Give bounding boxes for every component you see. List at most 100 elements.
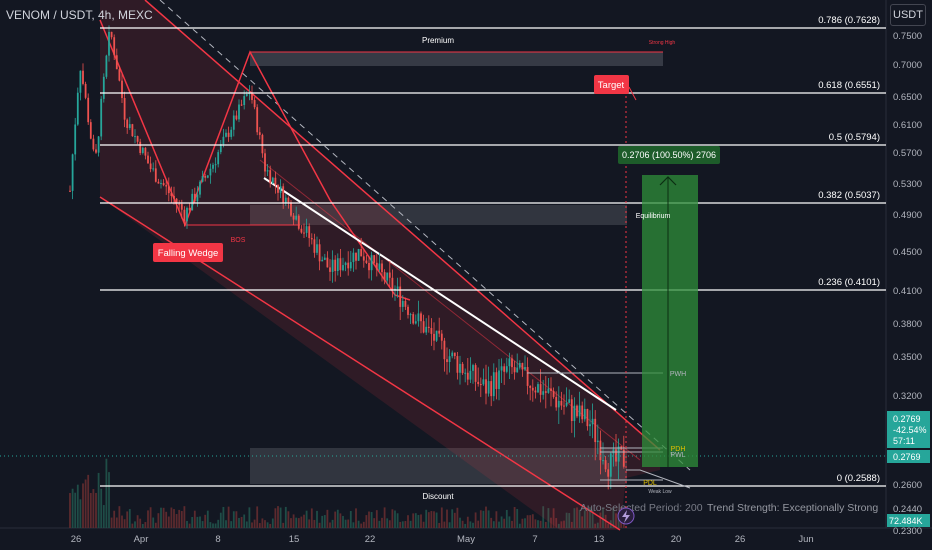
volume-bar [430,511,433,528]
volume-bar [277,506,279,528]
time-tick-label: 26 [71,534,82,545]
volume-bar [113,510,116,528]
volume-bar [310,508,313,528]
candle-body [542,391,545,395]
volume-bar [508,516,511,528]
volume-bar [123,519,126,528]
candle-body [217,152,220,165]
falling-wedge-badge[interactable] [153,243,223,262]
candle-body [297,215,300,229]
volume-bar [500,516,503,528]
candle-body [339,258,342,271]
candle-body [292,215,295,220]
candle-body [87,97,90,123]
volume-bar [589,507,591,528]
volume-bar [516,509,519,528]
pdh-label: PDH [671,446,686,453]
candle-body [76,92,79,125]
candle-body [165,185,168,187]
candle-body [529,385,532,388]
candle-body [95,149,97,153]
candle-body [222,136,225,145]
measure-label-text: 0.2706 (100.50%) 2706 [622,150,716,160]
candle-body [615,449,617,462]
weak-low-label: Weak Low [648,489,672,495]
candle-body [251,92,253,100]
candle-body [269,170,272,184]
volume-bar [453,512,456,528]
currency-button[interactable]: USDT [890,4,926,26]
candle-body [440,333,443,341]
candle-body [596,440,599,443]
volume-bar [459,517,461,528]
lightning-icon-glyph [622,510,630,523]
price-tick-label: 0.4900 [893,210,922,221]
volume-bar [227,506,230,528]
candle-body [204,176,207,178]
candle-body [511,358,513,368]
volume-bar [128,509,131,528]
candle-body [271,177,274,184]
candle-body [375,262,378,270]
volume-bar [245,521,248,528]
time-tick-label: 15 [289,534,300,545]
candle-body [329,267,331,272]
volume-bar [152,517,155,528]
volume-bar [225,520,227,528]
volume-bar [490,517,493,528]
dashed-trend-projection [159,0,691,471]
volume-tag [887,514,930,527]
fibonacci-levels: 0.786 (0.7628) 0.618 (0.6551) 0.5 (0.5794)… [100,15,886,487]
volume-tag-text: 72.484K [889,516,923,526]
candle-body [188,207,191,211]
volume-bar [282,522,285,528]
candle-body [568,399,571,403]
target-profit-box[interactable] [642,175,698,467]
volume-bar [365,515,368,528]
volume-bar [368,511,370,528]
candle-body [383,272,386,281]
price-tick-label: 0.2300 [893,526,922,537]
candle-body [347,262,350,269]
candle-body [186,207,188,222]
candle-body [232,115,235,130]
candle-body [336,258,339,271]
candle-body [604,460,607,470]
candle-body [264,153,266,172]
volume-bar [243,514,246,528]
volume-bar [414,513,417,528]
volume-bar [206,510,209,528]
candle-body [201,176,204,182]
candle-body [586,409,589,427]
candle-body [313,239,316,253]
volume-bar [622,523,625,528]
candle-body [472,365,474,371]
candle-body [305,226,308,233]
volume-bar [269,523,272,528]
candle-body [303,232,305,234]
time-tick-label: 20 [671,534,682,545]
volume-bar [412,513,415,528]
target-badge[interactable] [594,75,629,94]
candle-body [170,193,173,196]
volume-bar [542,506,545,528]
volume-bar [193,510,196,528]
price-tick-label: 0.3500 [893,352,922,363]
candle-body [84,83,87,98]
volume-bar [139,518,142,528]
candle-body [290,202,292,216]
candle-body [147,155,149,164]
time-tick-label: 26 [735,534,746,545]
candle-body [212,164,214,169]
volume-bar [370,512,373,528]
candle-body [230,129,233,137]
candle-body [396,286,399,289]
symbol-title[interactable]: VENOM / USDT, 4h, MEXC [6,8,153,22]
candle-body [534,390,537,393]
fib-level-label: 0 (0.2588) [837,473,880,484]
measure-arrow-head [659,176,677,186]
candle-body [344,262,347,266]
volume-bar [404,521,407,528]
candle-body [79,70,82,93]
